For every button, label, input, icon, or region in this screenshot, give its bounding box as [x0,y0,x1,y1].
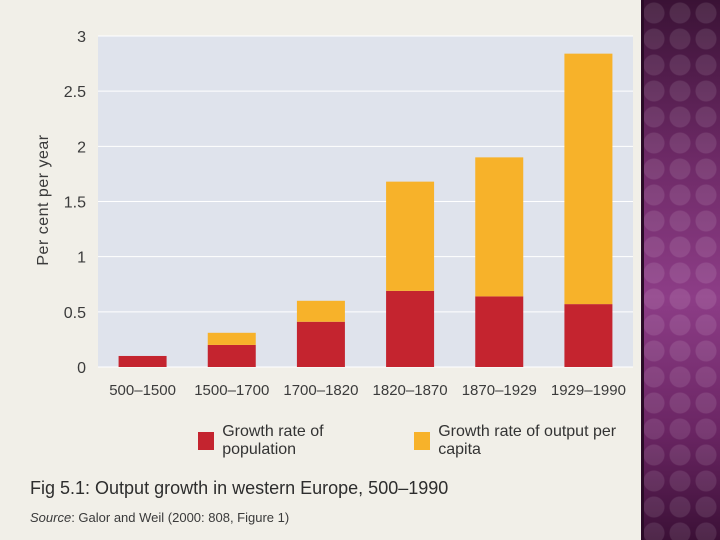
legend-label-output: Growth rate of output per capita [438,423,617,458]
x-tick-label: 1870–1929 [462,382,537,399]
x-tick-label: 1929–1990 [551,382,626,399]
y-axis-ticks: 0 0.5 1 1.5 2 2.5 3 [64,29,86,377]
bar-population [564,304,613,367]
x-tick-label: 1500–1700 [194,382,269,399]
y-tick-label: 1.5 [64,195,86,212]
bar-population [118,355,167,367]
figure-source: Source: Galor and Weil (2000: 808, Figur… [30,510,289,525]
y-tick-label: 3 [77,29,86,46]
legend-label-population: Growth rate of population [222,423,324,458]
x-tick-label: 1820–1870 [373,382,448,399]
source-text: : Galor and Weil (2000: 808, Figure 1) [71,510,290,525]
x-axis-ticks: 500–1500 1500–1700 1700–1820 1820–1870 1870–… [109,382,626,399]
stacked-bar-chart: 0 0.5 1 1.5 2 2.5 3 500–1500 1500–1700 1700–1820… [35,29,633,399]
bar-output-per-capita [386,181,435,291]
bar-population [475,296,524,367]
x-tick-label: 500–1500 [109,382,176,399]
gridlines [98,35,633,368]
legend-swatch-population [198,432,215,450]
bar-output-per-capita [207,332,256,345]
y-tick-label: 2 [77,139,86,156]
y-axis-title: Per cent per year [35,134,52,265]
bar-population [207,344,256,367]
source-label: Source [30,510,72,525]
y-tick-label: 1 [77,250,86,267]
legend-item-output: Growth rate of output per capita [414,423,641,459]
legend-item-population: Growth rate of population [198,423,384,459]
y-tick-label: 0 [77,360,86,377]
bar-output-per-capita [564,53,613,305]
x-tick-label: 1700–1820 [283,382,358,399]
bar-population [296,321,345,367]
y-tick-label: 0.5 [64,305,86,322]
book-page: 0 0.5 1 1.5 2 2.5 3 500–1500 1500–1700 1700–1820… [30,29,641,525]
decorative-side-panel [641,0,720,540]
bars [118,53,613,367]
y-tick-label: 2.5 [64,84,86,101]
legend-swatch-output [414,432,431,450]
bar-output-per-capita [296,300,345,322]
legend: Growth rate of population Growth rate of… [198,423,641,459]
bar-output-per-capita [475,157,524,297]
bar-population [386,290,435,367]
figure-caption: Fig 5.1: Output growth in western Europe… [30,478,449,498]
